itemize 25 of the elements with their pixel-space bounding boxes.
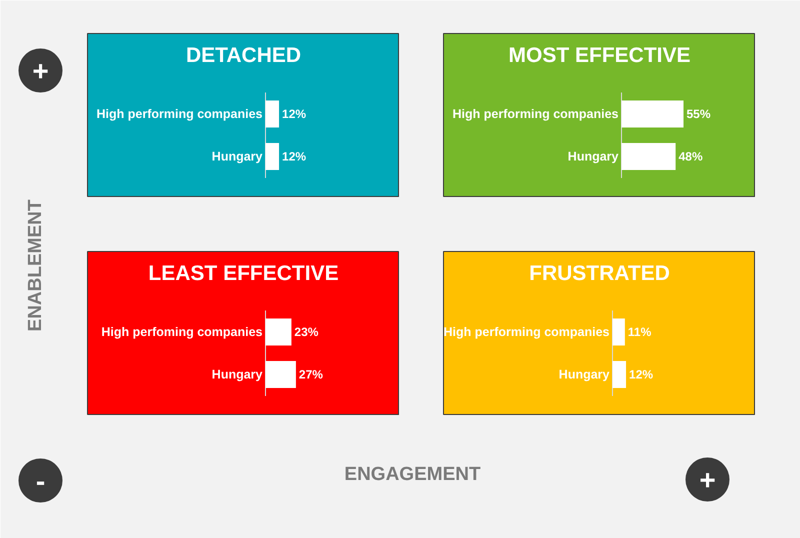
data-label: 27% [298, 368, 324, 382]
text: + [32, 56, 49, 86]
y-tick-label: Hungary [558, 368, 610, 382]
y-tick-label: High perfoming companies [101, 325, 263, 339]
data-label: 12% [282, 150, 306, 164]
data-label: 12% [282, 107, 306, 121]
chart-title: FRUSTRATED [529, 262, 670, 285]
text: ENABLEMENT [25, 199, 46, 332]
data-label: 48% [678, 150, 703, 164]
y-tick-label: Hungary [568, 150, 619, 164]
chart-title: LEAST EFFECTIVE [148, 262, 339, 285]
text: ENGAGEMENT [344, 464, 481, 485]
chart-title: MOST EFFECTIVE [508, 44, 691, 67]
y-tick-label: Hungary [212, 368, 263, 382]
data-label: 23% [294, 325, 319, 339]
y-tick-label: Hungary [212, 150, 263, 164]
y-tick-label: High performing companies [444, 325, 610, 339]
data-label: 11% [628, 325, 652, 339]
y-tick-label: High performing companies [452, 107, 619, 121]
text: + [699, 464, 716, 496]
data-label: 55% [686, 107, 711, 121]
data-label: 12% [629, 368, 654, 382]
y-tick-label: High performing companies [96, 107, 263, 121]
chart-title: DETACHED [186, 44, 302, 67]
text: - [36, 466, 46, 496]
